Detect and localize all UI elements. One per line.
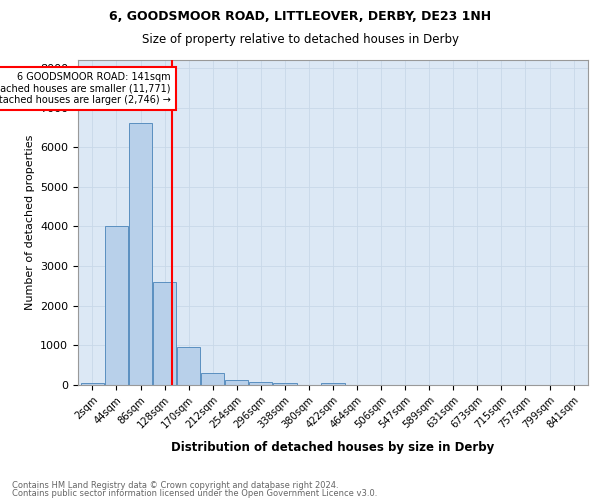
- Text: Size of property relative to detached houses in Derby: Size of property relative to detached ho…: [142, 32, 458, 46]
- Text: Contains HM Land Registry data © Crown copyright and database right 2024.: Contains HM Land Registry data © Crown c…: [12, 481, 338, 490]
- Bar: [201, 372, 224, 385]
- Bar: [129, 124, 152, 385]
- Y-axis label: Number of detached properties: Number of detached properties: [25, 135, 35, 310]
- Bar: [273, 384, 296, 385]
- Bar: [105, 226, 128, 385]
- Bar: [225, 380, 248, 385]
- Bar: [81, 382, 104, 385]
- Text: 6, GOODSMOOR ROAD, LITTLEOVER, DERBY, DE23 1NH: 6, GOODSMOOR ROAD, LITTLEOVER, DERBY, DE…: [109, 10, 491, 23]
- Bar: [322, 382, 344, 385]
- Text: Contains public sector information licensed under the Open Government Licence v3: Contains public sector information licen…: [12, 488, 377, 498]
- Bar: [177, 348, 200, 385]
- Bar: [153, 282, 176, 385]
- X-axis label: Distribution of detached houses by size in Derby: Distribution of detached houses by size …: [172, 442, 494, 454]
- Bar: [249, 382, 272, 385]
- Text: 6 GOODSMOOR ROAD: 141sqm
← 81% of detached houses are smaller (11,771)
19% of se: 6 GOODSMOOR ROAD: 141sqm ← 81% of detach…: [0, 72, 171, 105]
